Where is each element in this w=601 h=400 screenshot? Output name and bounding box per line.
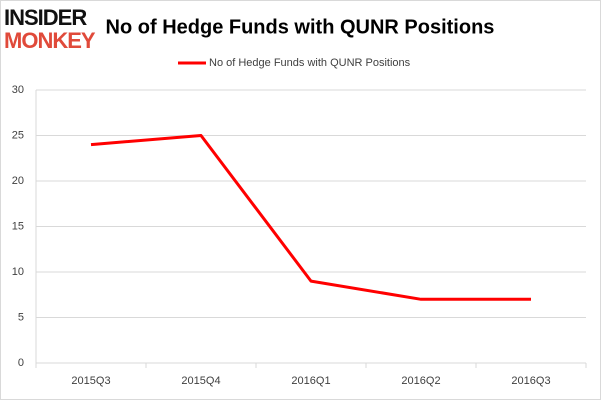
y-tick-label: 5	[18, 311, 24, 323]
y-tick-label: 30	[12, 84, 24, 96]
y-tick-label: 15	[12, 220, 24, 232]
y-tick-label: 0	[18, 357, 24, 369]
data-line	[90, 134, 531, 301]
y-tick-label: 20	[12, 175, 24, 187]
logo-bottom: MONKEY	[4, 28, 96, 53]
legend-label: No of Hedge Funds with QUNR Positions	[209, 57, 411, 69]
y-tick-label: 25	[12, 129, 24, 141]
chart-title: No of Hedge Funds with QUNR Positions	[106, 16, 495, 38]
x-tick-label: 2016Q3	[511, 375, 550, 387]
x-tick-label: 2015Q4	[181, 375, 220, 387]
x-tick-label: 2015Q3	[71, 375, 110, 387]
logo-top: INSIDER	[4, 5, 87, 30]
y-tick-label: 10	[12, 266, 24, 278]
x-tick-label: 2016Q1	[291, 375, 330, 387]
x-tick-label: 2016Q2	[401, 375, 440, 387]
